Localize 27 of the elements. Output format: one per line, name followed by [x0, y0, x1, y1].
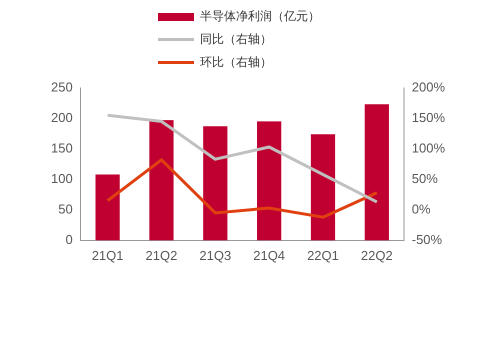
y-tick-label: 50	[58, 201, 73, 216]
y2-tick-label: 150%	[412, 110, 446, 125]
bar	[364, 104, 389, 240]
x-tick-label: 22Q1	[307, 248, 339, 263]
y2-tick-label: -50%	[412, 232, 443, 247]
x-tick-label: 21Q2	[146, 248, 178, 263]
bar	[257, 121, 282, 240]
y2-tick-label: 50%	[412, 170, 438, 186]
y-tick-label: 150	[50, 140, 73, 156]
x-tick-label: 22Q2	[360, 248, 393, 263]
x-tick-label: 21Q4	[253, 248, 286, 263]
y2-tick-label: 200%	[412, 79, 446, 94]
bar	[203, 126, 228, 240]
x-tick-label: 21Q3	[199, 248, 232, 263]
y-tick-label: 250	[50, 79, 73, 94]
x-tick-label: 21Q1	[92, 248, 124, 263]
bar	[149, 120, 174, 240]
y2-tick-label: 0%	[412, 201, 431, 216]
y-tick-label: 100	[50, 170, 73, 186]
bar	[310, 134, 336, 240]
legend-label: 半导体净利润（亿元）	[200, 8, 320, 25]
legend-label: 环比（右轴）	[200, 54, 272, 71]
y-tick-label: 200	[50, 110, 73, 125]
y-tick-label: 0	[65, 232, 73, 247]
legend-label: 同比（右轴）	[200, 31, 272, 48]
y2-tick-label: 100%	[412, 140, 446, 156]
bar	[95, 174, 120, 240]
